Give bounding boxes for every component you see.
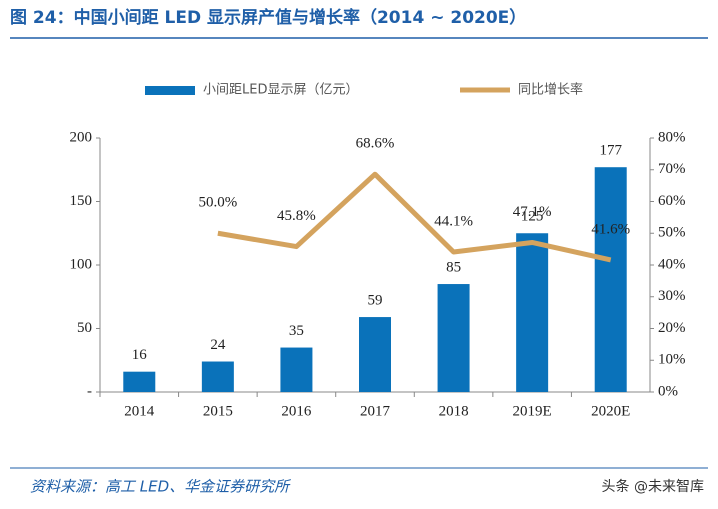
y2ticks-label: 70% — [658, 161, 686, 177]
y2ticks-label: 30% — [658, 288, 686, 304]
line-value-label: 47.1% — [513, 204, 552, 220]
chart-title: 图 24：中国小间距 LED 显示屏产值与增长率（2014 ~ 2020E） — [10, 7, 526, 28]
y2ticks-label: 50% — [658, 225, 686, 241]
x-tick-label: 2020E — [591, 403, 630, 419]
y2ticks-label: 10% — [658, 352, 686, 368]
x-tick-label: 2019E — [513, 403, 552, 419]
y2ticks-label: 40% — [658, 256, 686, 272]
bar-value-label: 125 — [521, 209, 544, 225]
yticks-label: 100 — [70, 256, 93, 272]
x-tick-label: 2016 — [281, 403, 312, 419]
y2ticks-label: 80% — [658, 129, 686, 145]
line-value-label: 45.8% — [277, 208, 316, 224]
yticks-label: - — [87, 383, 92, 399]
y2ticks-label: 0% — [658, 383, 678, 399]
watermark: 头条 @未来智库 — [602, 478, 704, 495]
y2ticks-label: 20% — [658, 320, 686, 336]
source: 资料来源：高工 LED、华金证券研究所 — [30, 478, 291, 496]
bar — [594, 167, 627, 392]
x-tick-label: 2015 — [203, 403, 233, 419]
bar-value-label: 59 — [368, 293, 383, 309]
line-value-label: 41.6% — [591, 221, 630, 237]
x-tick-label: 2014 — [124, 403, 155, 419]
yticks-label: 150 — [70, 193, 93, 209]
bar-value-label: 16 — [132, 347, 148, 363]
bar — [359, 317, 391, 392]
line-value-label: 44.1% — [434, 213, 473, 229]
line-value-label: 50.0% — [198, 195, 237, 211]
line — [217, 171, 612, 263]
bar — [437, 284, 470, 392]
legend-label: 小间距LED显示屏（亿元） — [203, 83, 358, 98]
x-tick-label: 2018 — [439, 403, 469, 419]
bar-value-label: 35 — [289, 323, 304, 339]
yticks-label: 50 — [77, 320, 92, 336]
yticks-label: 200 — [70, 129, 93, 145]
legend-swatch — [145, 86, 195, 95]
line-value-label: 68.6% — [356, 136, 395, 152]
x-tick-label: 2017 — [360, 403, 391, 419]
bar — [516, 233, 549, 392]
y2ticks-label: 60% — [658, 193, 686, 209]
legend-label: 同比增长率 — [518, 82, 583, 98]
bar-value-label: 177 — [599, 143, 622, 159]
bar — [280, 347, 313, 392]
bar — [201, 361, 234, 392]
bar-value-label: 24 — [210, 337, 226, 353]
bar-value-label: 85 — [446, 259, 461, 275]
bar — [123, 371, 156, 392]
